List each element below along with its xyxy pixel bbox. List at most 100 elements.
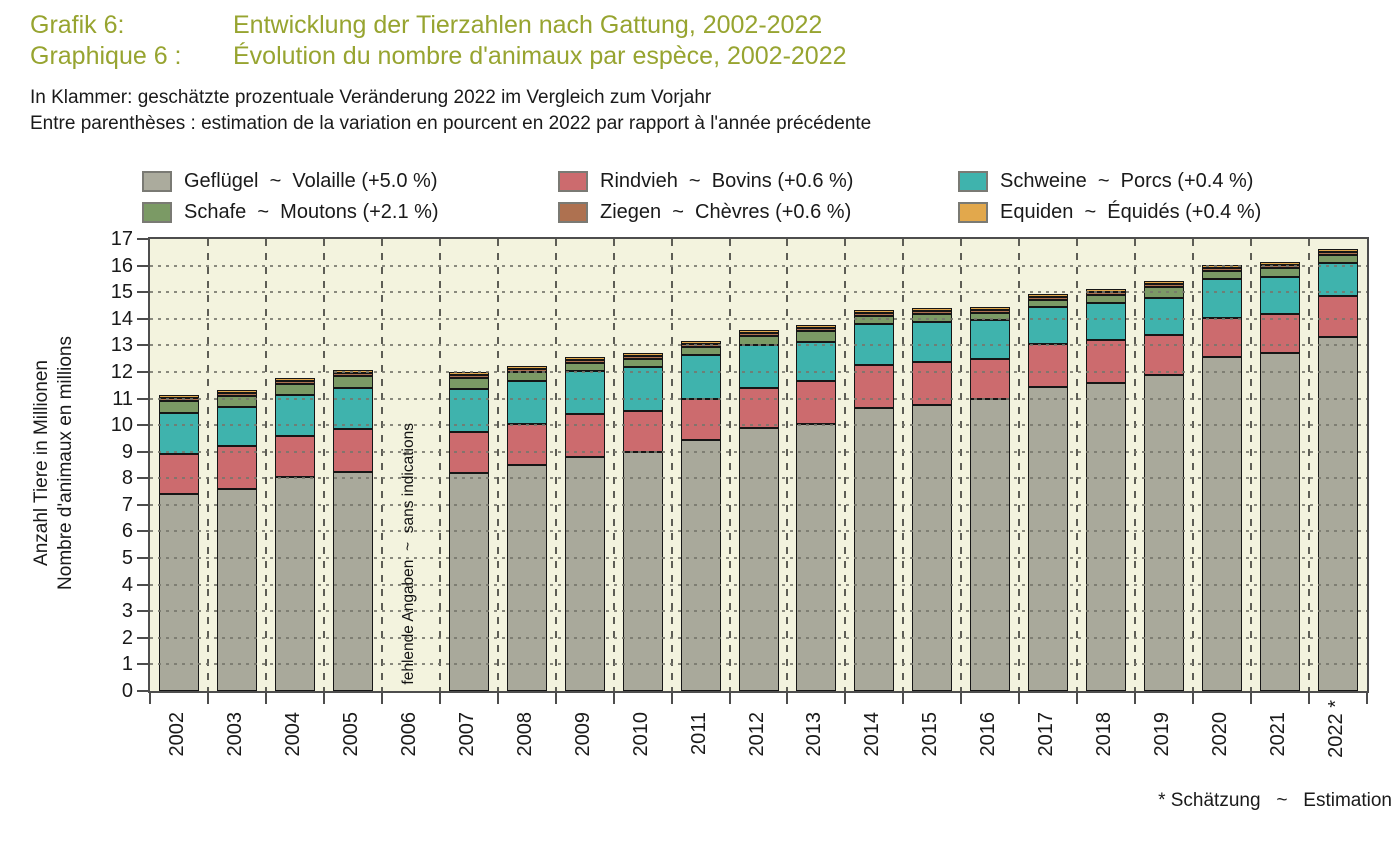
y-axis-tick-mark <box>137 397 148 400</box>
bar-2004 <box>274 378 315 691</box>
x-axis-tick-mark <box>786 693 789 704</box>
bar-2021 <box>1260 262 1301 691</box>
bar-2003 <box>216 390 257 691</box>
y-axis-tick-mark <box>137 583 148 586</box>
x-axis-label-2022: 2022 * <box>1325 700 1348 758</box>
y-axis-tick-mark <box>137 557 148 560</box>
vertical-gridline <box>380 239 383 691</box>
bar-segment-geflügel-2002 <box>158 494 199 691</box>
y-axis-tick-mark <box>137 503 148 506</box>
bar-segment-geflügel-2022 <box>1318 337 1359 691</box>
bar-segment-rindvieh-2005 <box>332 429 373 472</box>
y-axis-tick-mark <box>137 530 148 533</box>
bar-segment-ziegen-2004 <box>274 381 315 384</box>
bar-segment-schafe-2007 <box>448 378 489 389</box>
bar-segment-schafe-2008 <box>506 372 547 381</box>
bar-segment-schweine-2019 <box>1144 298 1185 335</box>
legend-swatch-ziegen <box>558 202 588 223</box>
x-axis-label-2016: 2016 <box>977 712 1000 757</box>
bar-segment-rindvieh-2015 <box>912 362 953 405</box>
x-axis-tick-mark <box>322 693 325 704</box>
y-axis-tick-mark <box>137 477 148 480</box>
x-axis-label-2013: 2013 <box>803 712 826 757</box>
x-axis-tick-mark <box>844 693 847 704</box>
bar-segment-rindvieh-2002 <box>158 454 199 494</box>
bar-segment-rindvieh-2013 <box>796 381 837 424</box>
bar-2007 <box>448 372 489 691</box>
bar-segment-geflügel-2021 <box>1260 353 1301 691</box>
bar-2013 <box>796 325 837 691</box>
vertical-gridline <box>844 239 847 691</box>
y-axis-tick-label: 5 <box>121 547 133 570</box>
y-axis-tick-mark <box>137 690 148 692</box>
bar-segment-schafe-2011 <box>680 347 721 355</box>
x-axis-tick-mark <box>1308 693 1311 704</box>
y-axis-tick-label: 14 <box>110 307 133 330</box>
bar-segment-schweine-2007 <box>448 389 489 432</box>
bar-segment-ziegen-2016 <box>970 310 1011 313</box>
x-axis-label-2017: 2017 <box>1035 712 1058 757</box>
y-axis-tick-mark <box>137 264 148 267</box>
title-fr-label: Graphique 6 : <box>30 42 182 70</box>
bar-segment-rindvieh-2021 <box>1260 314 1301 353</box>
y-axis-tick-label: 9 <box>121 440 133 463</box>
bar-segment-schafe-2003 <box>216 396 257 407</box>
horizontal-gridline <box>150 291 1367 293</box>
legend-swatch-gefluegel <box>142 171 172 192</box>
bar-2002 <box>158 395 199 691</box>
bar-segment-schafe-2015 <box>912 314 953 322</box>
bar-2005 <box>332 370 373 691</box>
y-axis-tick-mark <box>137 424 148 427</box>
x-axis-label-2015: 2015 <box>919 712 942 757</box>
y-axis-title-de: Anzahl Tiere in Millionen <box>31 360 52 566</box>
bar-segment-schweine-2004 <box>274 395 315 436</box>
bar-2008 <box>506 366 547 691</box>
vertical-gridline <box>206 239 209 691</box>
bar-segment-ziegen-2014 <box>854 313 895 316</box>
bar-segment-geflügel-2004 <box>274 477 315 691</box>
vertical-gridline <box>612 239 615 691</box>
x-axis-label-2004: 2004 <box>281 712 304 757</box>
y-axis-tick-mark <box>137 291 148 294</box>
x-axis-tick-mark <box>380 693 383 704</box>
bar-segment-schweine-2005 <box>332 388 373 429</box>
bar-segment-rindvieh-2014 <box>854 365 895 408</box>
y-axis-tick-label: 3 <box>121 600 133 623</box>
y-axis-tick-label: 15 <box>110 281 133 304</box>
bar-segment-rindvieh-2018 <box>1086 340 1127 383</box>
bar-segment-rindvieh-2020 <box>1202 318 1243 357</box>
bar-segment-geflügel-2016 <box>970 399 1011 691</box>
x-axis-label-2010: 2010 <box>629 712 652 757</box>
bar-segment-ziegen-2013 <box>796 328 837 331</box>
bar-segment-equiden-2003 <box>216 390 257 393</box>
x-axis-label-2012: 2012 <box>745 712 768 757</box>
vertical-gridline <box>1308 239 1311 691</box>
vertical-gridline <box>438 239 441 691</box>
bar-segment-rindvieh-2016 <box>970 359 1011 399</box>
bar-segment-schafe-2010 <box>622 359 663 367</box>
vertical-gridline <box>1192 239 1195 691</box>
legend-label-schafe: Schafe ~ Moutons (+2.1 %) <box>184 201 439 223</box>
bar-segment-geflügel-2005 <box>332 472 373 691</box>
bar-2009 <box>564 357 605 691</box>
vertical-gridline <box>264 239 267 691</box>
y-axis-tick-label: 16 <box>110 254 133 277</box>
bar-segment-rindvieh-2011 <box>680 399 721 440</box>
bar-segment-schweine-2020 <box>1202 279 1243 318</box>
y-axis-tick-label: 8 <box>121 467 133 490</box>
bar-segment-rindvieh-2022 <box>1318 296 1359 337</box>
y-axis-tick-mark <box>137 317 148 320</box>
bar-segment-schweine-2022 <box>1318 263 1359 296</box>
bar-segment-schafe-2004 <box>274 384 315 395</box>
x-axis-tick-mark <box>1076 693 1079 704</box>
subtitle-de: In Klammer: geschätzte prozentuale Verän… <box>30 87 712 108</box>
y-axis-tick-label: 12 <box>110 360 133 383</box>
legend-label-equiden: Equiden ~ Équidés (+0.4 %) <box>1000 201 1262 223</box>
bar-segment-schafe-2002 <box>158 401 199 413</box>
x-axis-tick-mark <box>206 693 209 704</box>
bar-segment-ziegen-2007 <box>448 375 489 378</box>
y-axis-tick-mark <box>137 610 148 613</box>
bar-segment-schweine-2015 <box>912 322 953 362</box>
bar-segment-schweine-2003 <box>216 407 257 446</box>
bar-segment-equiden-2013 <box>796 325 837 328</box>
